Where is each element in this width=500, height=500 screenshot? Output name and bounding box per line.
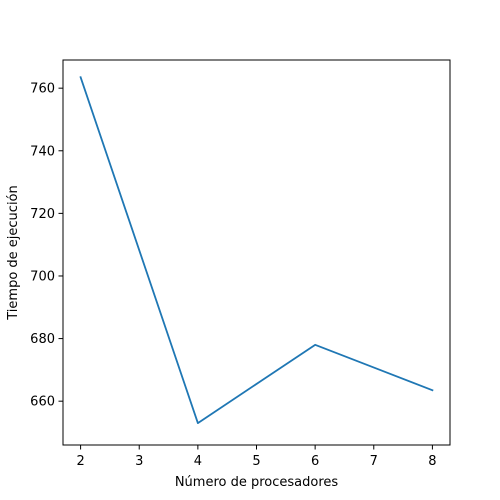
x-tick-label: 4: [194, 454, 202, 469]
series-line-1: [79, 76, 434, 424]
x-axis-title: Número de procesadores: [175, 475, 339, 490]
y-tick-label: 680: [30, 332, 55, 347]
y-tick-label: 720: [30, 207, 55, 222]
x-tick-label: 8: [428, 454, 436, 469]
x-tick-label: 7: [370, 454, 378, 469]
x-tick-label: 2: [76, 454, 84, 469]
x-tick-label: 3: [135, 454, 143, 469]
y-tick-label: 760: [30, 82, 55, 97]
y-tick-label: 660: [30, 395, 55, 410]
y-tick-label: 740: [30, 144, 55, 159]
y-axis-title: Tiempo de ejecución: [6, 185, 21, 320]
x-tick-label: 6: [311, 454, 319, 469]
y-tick-label: 700: [30, 269, 55, 284]
axes: 2 3 4 5 6 7 8 660 680 700 720 740 760: [30, 59, 451, 469]
plot-area: [79, 76, 434, 424]
x-tick-label: 5: [252, 454, 260, 469]
